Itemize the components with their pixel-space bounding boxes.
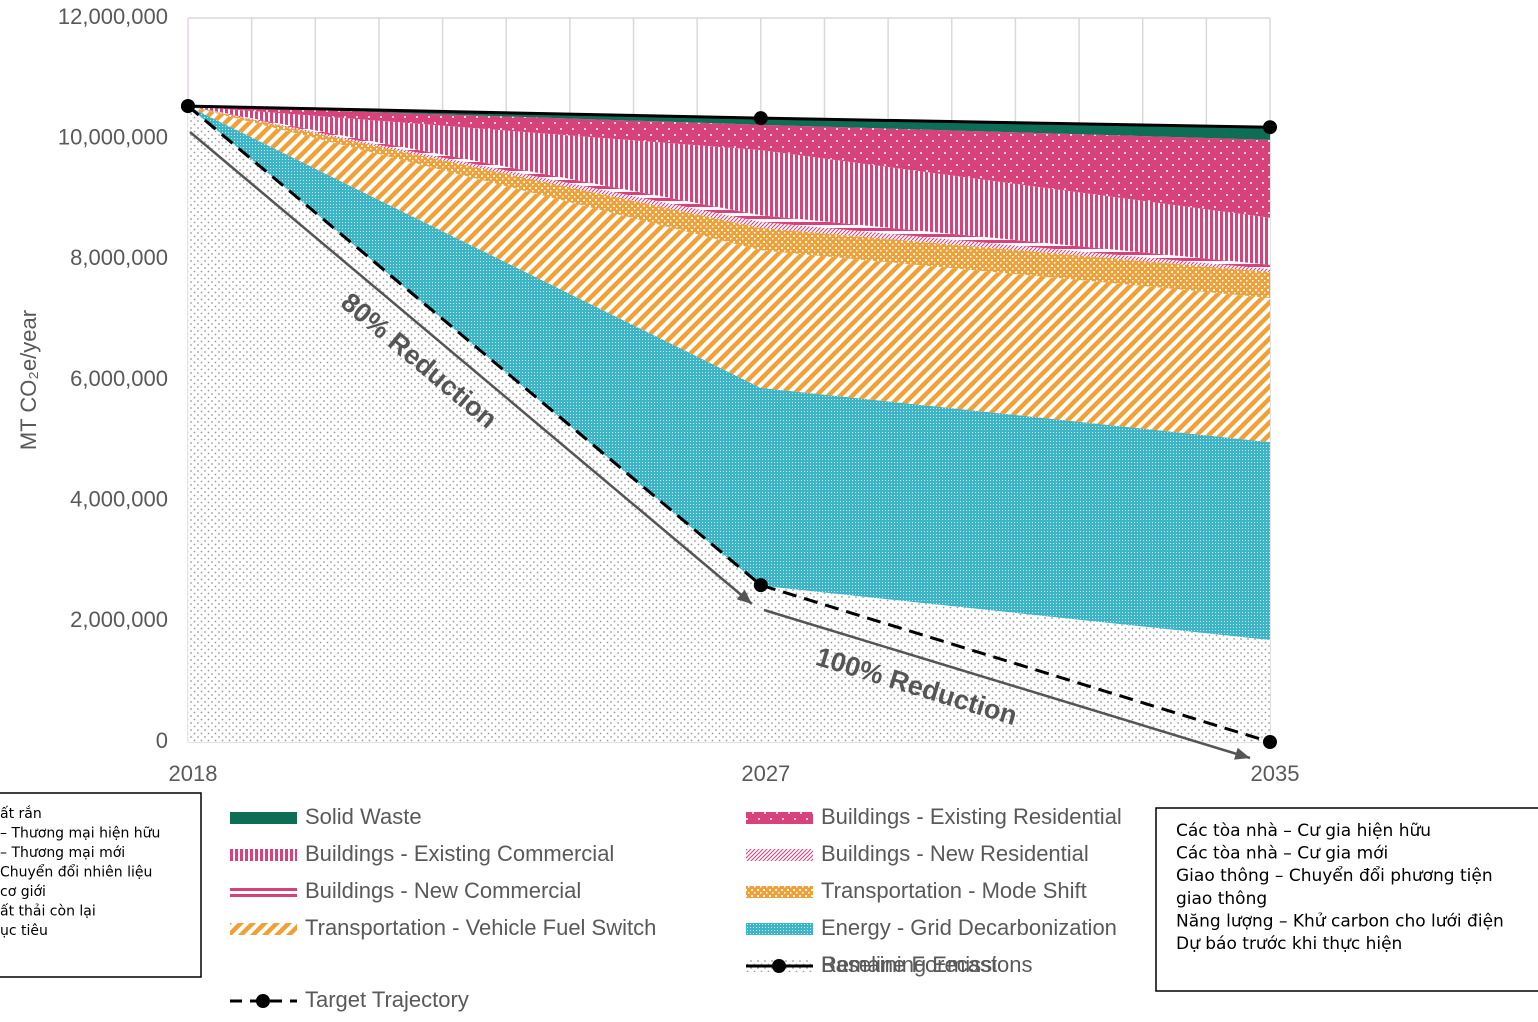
legend-label: Buildings - New Residential bbox=[821, 841, 1089, 866]
legend-swatch bbox=[230, 812, 297, 824]
line-marker bbox=[753, 578, 768, 593]
legend-label: Solid Waste bbox=[305, 804, 422, 829]
x-tick-label: 2035 bbox=[1251, 761, 1300, 786]
line-marker bbox=[1263, 120, 1277, 135]
legend-marker bbox=[256, 994, 270, 1008]
annotation-arrowhead bbox=[736, 589, 752, 604]
y-tick-label: 2,000,000 bbox=[70, 607, 168, 632]
area bbox=[188, 106, 1270, 298]
legend-swatch bbox=[746, 849, 813, 861]
note-text: giao thông bbox=[1176, 889, 1267, 909]
y-tick-label: 10,000,000 bbox=[58, 124, 168, 149]
note-text: cơ giới bbox=[0, 884, 46, 900]
note-text: Dự báo trước khi thực hiện bbox=[1176, 934, 1402, 954]
note-text: Các tòa nhà – Cư gia hiện hữu bbox=[1176, 821, 1431, 841]
area bbox=[188, 106, 1270, 265]
note-text: – Thương mại hiện hữu bbox=[0, 826, 160, 842]
legend-label: Buildings - Existing Residential bbox=[821, 804, 1122, 829]
note-box-right bbox=[1155, 807, 1538, 992]
y-tick-label: 0 bbox=[156, 728, 168, 753]
annotation-arrowhead bbox=[1234, 747, 1250, 760]
area bbox=[188, 106, 1270, 140]
legend-swatch bbox=[746, 923, 813, 935]
legend-label: Transportation - Mode Shift bbox=[821, 878, 1087, 903]
note-text: ục tiêu bbox=[0, 923, 48, 939]
legend-swatch bbox=[230, 849, 297, 861]
note-text: Chuyển đổi nhiên liệu bbox=[0, 864, 152, 881]
y-axis-label: MT CO₂e/year bbox=[16, 310, 41, 450]
note-box-left bbox=[0, 792, 202, 978]
line-marker bbox=[1263, 735, 1277, 749]
note-text: ất thải còn lại bbox=[0, 904, 96, 920]
area bbox=[188, 106, 1270, 641]
line bbox=[187, 104, 1271, 744]
area bbox=[188, 106, 1270, 443]
annotation-arrow bbox=[763, 608, 1251, 760]
legend-swatch bbox=[746, 812, 813, 824]
y-tick-label: 4,000,000 bbox=[70, 486, 168, 511]
legend-label: Energy - Grid Decarbonization bbox=[821, 915, 1117, 940]
legend-label: Buildings - New Commercial bbox=[305, 878, 581, 903]
line-marker bbox=[181, 99, 195, 114]
x-tick-label: 2018 bbox=[169, 761, 218, 786]
area bbox=[188, 106, 1270, 742]
note-text: Giao thông – Chuyển đổi phương tiện bbox=[1176, 865, 1493, 886]
legend-label: Transportation - Vehicle Fuel Switch bbox=[305, 915, 656, 940]
note-text: ất rắn bbox=[0, 805, 42, 822]
annotation-arrow bbox=[189, 131, 753, 605]
legend-swatch bbox=[230, 923, 297, 935]
y-tick-label: 8,000,000 bbox=[70, 245, 168, 270]
y-tick-label: 6,000,000 bbox=[70, 366, 168, 391]
legend-label: Baseline Forecast bbox=[821, 952, 997, 977]
y-tick-label: 12,000,000 bbox=[58, 4, 168, 29]
area bbox=[188, 106, 1270, 218]
line-marker bbox=[753, 111, 768, 126]
note-text: Các tòa nhà – Cư gia mới bbox=[1176, 844, 1388, 864]
legend-label: Target Trajectory bbox=[305, 987, 469, 1012]
legend-swatch bbox=[746, 886, 813, 898]
x-tick-label: 2027 bbox=[741, 761, 790, 786]
note-text: – Thương mại mới bbox=[0, 845, 125, 861]
legend-label: Remaining Emissions bbox=[821, 952, 1033, 977]
legend-label: Buildings - Existing Commercial bbox=[305, 841, 614, 866]
legend-marker bbox=[772, 959, 786, 973]
legend-swatch bbox=[230, 886, 297, 898]
note-text: Năng lượng – Khử carbon cho lưới điện bbox=[1176, 911, 1504, 931]
